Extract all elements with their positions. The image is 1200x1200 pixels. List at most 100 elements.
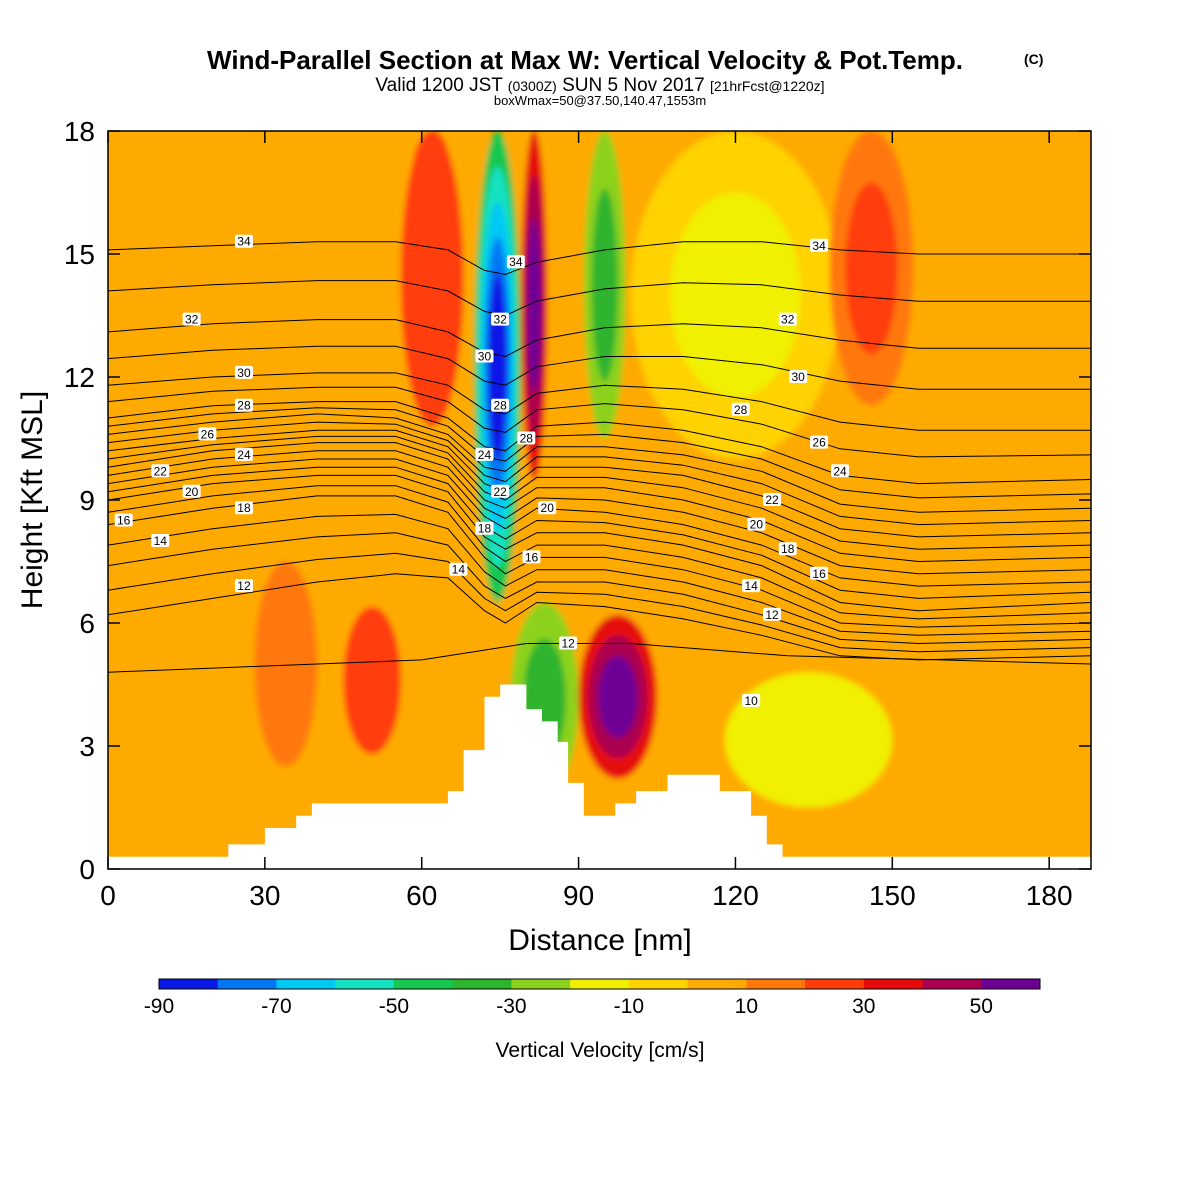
contour-label: 16 xyxy=(117,514,131,528)
velocity-contour-4-4 xyxy=(488,272,507,462)
colorbar-swatch xyxy=(335,979,395,989)
contour-label-box-4 xyxy=(491,312,510,326)
chart-subtitle: Valid 1200 JST (0300Z) SUN 5 Nov 2017 [2… xyxy=(375,75,824,96)
contour-label: 34 xyxy=(509,255,523,269)
contour-label: 22 xyxy=(765,493,779,507)
contour-label: 20 xyxy=(750,518,764,532)
contour-label: 28 xyxy=(520,432,534,446)
contour-label: 18 xyxy=(478,522,492,536)
colorbar-swatch xyxy=(276,979,336,989)
contour-label: 28 xyxy=(237,399,251,413)
colorbar-swatch xyxy=(687,979,747,989)
contour-labels: 34 34 34 32 32 32 30 30 30 28 28 28 28 26 26 24 24 24 22 22… xyxy=(114,234,850,708)
colorbar-swatch xyxy=(217,979,277,989)
isentrope-mid-34 xyxy=(108,280,1091,317)
colorbar-tick-label: -30 xyxy=(496,995,526,1018)
contour-label-box-12 xyxy=(731,402,750,416)
contour-label: 18 xyxy=(781,542,795,556)
contour-label-box-3 xyxy=(182,312,201,326)
contour-label: 14 xyxy=(452,563,466,577)
colorbar-tick-label: -70 xyxy=(261,995,291,1018)
contour-label: 34 xyxy=(237,235,251,249)
colorbar-tick-label: -50 xyxy=(379,995,409,1018)
contour-label: 16 xyxy=(812,567,826,581)
colorbar-swatch xyxy=(805,979,865,989)
contour-label: 28 xyxy=(734,403,748,417)
terrain-mask xyxy=(108,684,1091,869)
velocity-contour-8-2 xyxy=(598,655,638,738)
contour-label: 30 xyxy=(237,366,251,380)
colorbar-swatch xyxy=(863,979,924,989)
contour-label: 34 xyxy=(812,239,826,253)
isentrope-mid-22 xyxy=(108,450,1091,575)
contour-label-box-11 xyxy=(517,431,536,445)
contour-label-box-36 xyxy=(742,693,761,707)
plot-area: 34 34 34 32 32 32 30 30 30 28 28 28 28 26 26 24 24 24 22 22… xyxy=(108,131,1091,869)
y-tick-label: 12 xyxy=(64,362,95,393)
contour-label-box-0 xyxy=(234,234,253,248)
colorbar-tick-label: 50 xyxy=(970,995,993,1018)
contour-label-box-31 xyxy=(449,562,468,576)
y-tick-label: 15 xyxy=(64,239,95,270)
contour-label: 12 xyxy=(765,608,779,622)
contour-label-box-9 xyxy=(234,398,253,412)
contour-label: 12 xyxy=(561,637,575,651)
colorbar-swatch xyxy=(628,979,689,989)
contour-label-box-16 xyxy=(475,447,494,461)
contour-label: 32 xyxy=(185,313,199,327)
x-tick-label: 30 xyxy=(249,880,280,911)
x-tick-label: 150 xyxy=(869,880,916,911)
contour-label: 26 xyxy=(812,436,826,450)
velocity-contour-11-1 xyxy=(845,182,898,355)
x-tick-label: 180 xyxy=(1026,880,1073,911)
contour-label: 24 xyxy=(237,448,251,462)
contour-label: 30 xyxy=(478,350,492,364)
isentrope-mid-24 xyxy=(108,435,1091,550)
x-tick-label: 90 xyxy=(563,880,594,911)
isentrope-22 xyxy=(108,442,1091,563)
isentrope-mid-28 xyxy=(108,407,1091,499)
contour-label-box-26 xyxy=(778,542,797,556)
x-tick-label: 120 xyxy=(712,880,759,911)
chart-title: Wind-Parallel Section at Max W: Vertical… xyxy=(207,45,963,75)
y-tick-label: 6 xyxy=(79,608,95,639)
x-axis: 0 30 60 90 120 150 180 xyxy=(100,131,1073,911)
x-axis-label: Distance [nm] xyxy=(508,924,691,957)
isentrope-16 xyxy=(108,495,1091,628)
velocity-contour-3-0 xyxy=(400,131,464,427)
contour-label-box-18 xyxy=(151,464,170,478)
contour-label-box-32 xyxy=(742,579,761,593)
isentrope-12 xyxy=(108,573,1091,661)
contour-label: 22 xyxy=(154,464,168,478)
contour-label: 24 xyxy=(478,448,492,462)
chart-subtitle-box: boxWmax=50@37.50,140.47,1553m xyxy=(494,93,706,108)
contour-label: 32 xyxy=(493,313,507,327)
velocity-contour-2-0 xyxy=(343,606,401,755)
contour-label-box-34 xyxy=(559,636,578,650)
contour-label-box-6 xyxy=(234,365,253,379)
contour-label: 30 xyxy=(792,370,806,384)
contour-label-box-15 xyxy=(234,447,253,461)
contour-label-box-25 xyxy=(475,521,494,535)
chart-title-mark: (C) xyxy=(1024,51,1043,67)
contour-label-box-22 xyxy=(538,501,557,515)
contour-label: 20 xyxy=(185,485,199,499)
colorbar-ticks: -90 -70 -50 -30 -10 10 30 50 xyxy=(144,995,993,1018)
isentrope-24 xyxy=(108,429,1091,538)
velocity-contour-6-1 xyxy=(591,188,618,381)
colorbar-tick-label: -10 xyxy=(614,995,644,1018)
y-axis-label: Height [Kft MSL] xyxy=(16,391,49,609)
isentrope-14 xyxy=(108,532,1091,645)
contour-label-box-19 xyxy=(491,484,510,498)
y-tick-label: 18 xyxy=(64,116,95,147)
colorbar-swatch xyxy=(511,979,571,989)
colorbar-swatch xyxy=(159,979,219,989)
contour-label: 14 xyxy=(744,579,758,593)
contour-label-box-27 xyxy=(114,513,133,527)
colorbar-swatch xyxy=(570,979,630,989)
contour-label: 20 xyxy=(541,501,555,515)
contour-label-box-21 xyxy=(182,484,201,498)
contour-label-box-28 xyxy=(522,550,541,564)
y-axis: 0 3 6 9 12 15 18 xyxy=(64,116,1091,885)
